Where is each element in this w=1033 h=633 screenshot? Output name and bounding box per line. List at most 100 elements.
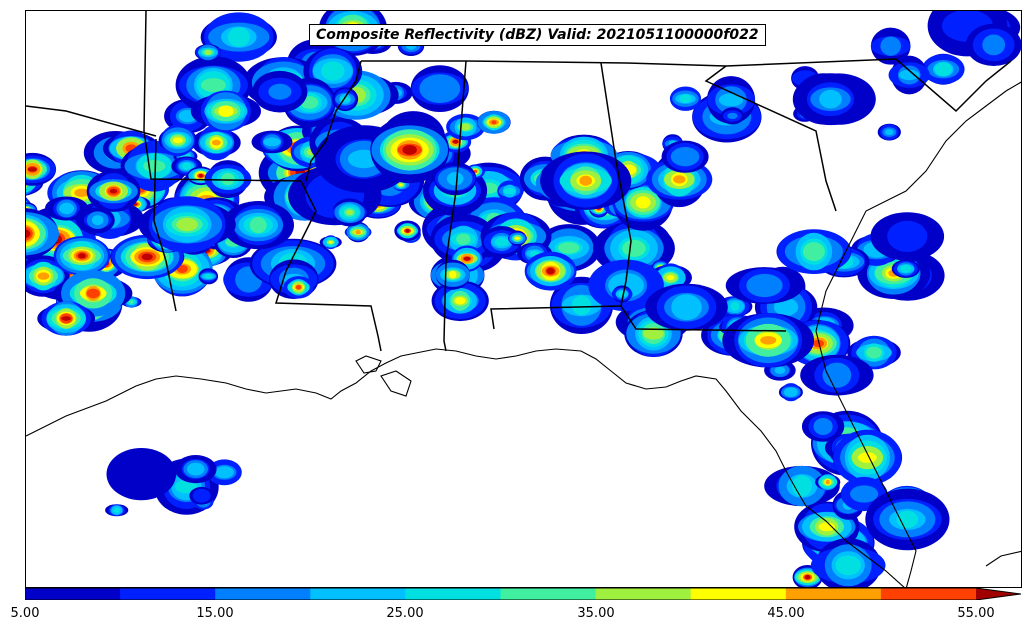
radar-echo (746, 273, 783, 298)
state-line (26, 105, 157, 137)
radar-echo (792, 475, 812, 497)
map-title: Composite Reflectivity (dBZ) Valid: 2021… (309, 24, 766, 46)
radar-echoes (26, 11, 1021, 587)
radar-echo (109, 189, 118, 194)
radar-echo (934, 62, 952, 76)
radar-echo (129, 300, 134, 304)
state-line (620, 305, 787, 332)
radar-echo (673, 175, 686, 184)
colorbar-segment (310, 588, 406, 600)
coastline (26, 81, 1021, 587)
radar-echo (355, 229, 361, 235)
radar-echo (182, 162, 192, 170)
colorbar-outline (25, 588, 1022, 600)
radar-echo (399, 183, 403, 186)
radar-echo (718, 93, 744, 107)
radar-echo (199, 173, 203, 178)
radar-echo (515, 237, 520, 240)
state-line (490, 62, 632, 330)
radar-echo (27, 167, 37, 172)
radar-echo (74, 188, 90, 197)
state-line (153, 138, 177, 312)
coastline-path (380, 370, 412, 397)
radar-echo (818, 522, 835, 532)
radar-echo (405, 228, 410, 233)
radar-echo (643, 327, 664, 340)
radar-echo (463, 256, 471, 261)
radar-echo (760, 336, 777, 345)
radar-echo (172, 137, 183, 144)
colorbar-segment (500, 588, 597, 600)
state-boundaries (26, 11, 1012, 352)
radar-echo (898, 69, 920, 81)
radar-echo (61, 316, 72, 321)
map-frame: Composite Reflectivity (dBZ) Valid: 2021… (25, 10, 1022, 588)
radar-echo (78, 253, 86, 259)
radar-echo (460, 123, 471, 131)
radar-echo (813, 418, 833, 435)
colorbar-tick-label: 5.00 (10, 606, 40, 621)
reflectivity-map (26, 11, 1021, 587)
radar-echo (214, 466, 234, 479)
radar-echo (452, 139, 459, 144)
radar-echo (200, 78, 226, 93)
radar-echo (402, 145, 417, 155)
radar-echo (622, 239, 646, 257)
radar-echo (773, 298, 799, 316)
radar-echo (571, 295, 592, 316)
colorbar-segment (405, 588, 501, 600)
colorbar-segment (25, 588, 121, 600)
radar-echo (454, 297, 466, 305)
radar-echo (321, 61, 345, 81)
colorbar-segment (215, 588, 311, 600)
radar-echo (784, 387, 798, 398)
coastline-path (26, 348, 905, 587)
radar-echo (192, 488, 211, 503)
colorbar (25, 588, 1022, 600)
radar-echo (900, 264, 912, 273)
state-line (704, 65, 837, 212)
radar-echo (227, 27, 250, 47)
radar-echo (37, 272, 50, 280)
state-line (305, 60, 362, 182)
radar-echo (812, 339, 825, 348)
colorbar-segment (595, 588, 692, 600)
colorbar-tick-label: 55.00 (957, 606, 995, 621)
state-line (443, 60, 467, 352)
radar-echo (449, 270, 457, 279)
coastline-path (815, 81, 1021, 587)
radar-echo (670, 147, 700, 167)
radar-echo (819, 89, 842, 109)
radar-echo (419, 74, 461, 103)
radar-echo (558, 242, 580, 254)
radar-echo (835, 555, 861, 576)
radar-echo (679, 94, 692, 104)
colorbar-tick-label: 25.00 (386, 606, 424, 621)
radar-echo (666, 275, 675, 281)
radar-echo (26, 229, 31, 239)
radar-echo (91, 215, 104, 226)
radar-echo (176, 217, 198, 232)
radar-echo (295, 285, 302, 290)
colorbar-segment (785, 588, 882, 600)
radar-echo (885, 129, 894, 136)
radar-echo (86, 288, 100, 299)
radar-echo (727, 112, 738, 120)
state-line (725, 58, 1012, 113)
radar-echo (822, 362, 852, 388)
radar-echo (982, 34, 1006, 56)
radar-echo (503, 187, 516, 195)
state-line (274, 180, 382, 352)
radar-echo (850, 485, 879, 503)
colorbar-segment (690, 588, 787, 600)
radar-echo (618, 291, 626, 297)
colorbar-tick-label: 15.00 (196, 606, 234, 621)
radar-echo (211, 139, 221, 146)
coastline-path (355, 355, 382, 374)
radar-echo (141, 253, 153, 261)
radar-echo (106, 448, 177, 501)
radar-echo (635, 196, 651, 209)
radar-echo (221, 173, 235, 186)
radar-echo (204, 49, 212, 56)
radar-echo (774, 366, 786, 374)
